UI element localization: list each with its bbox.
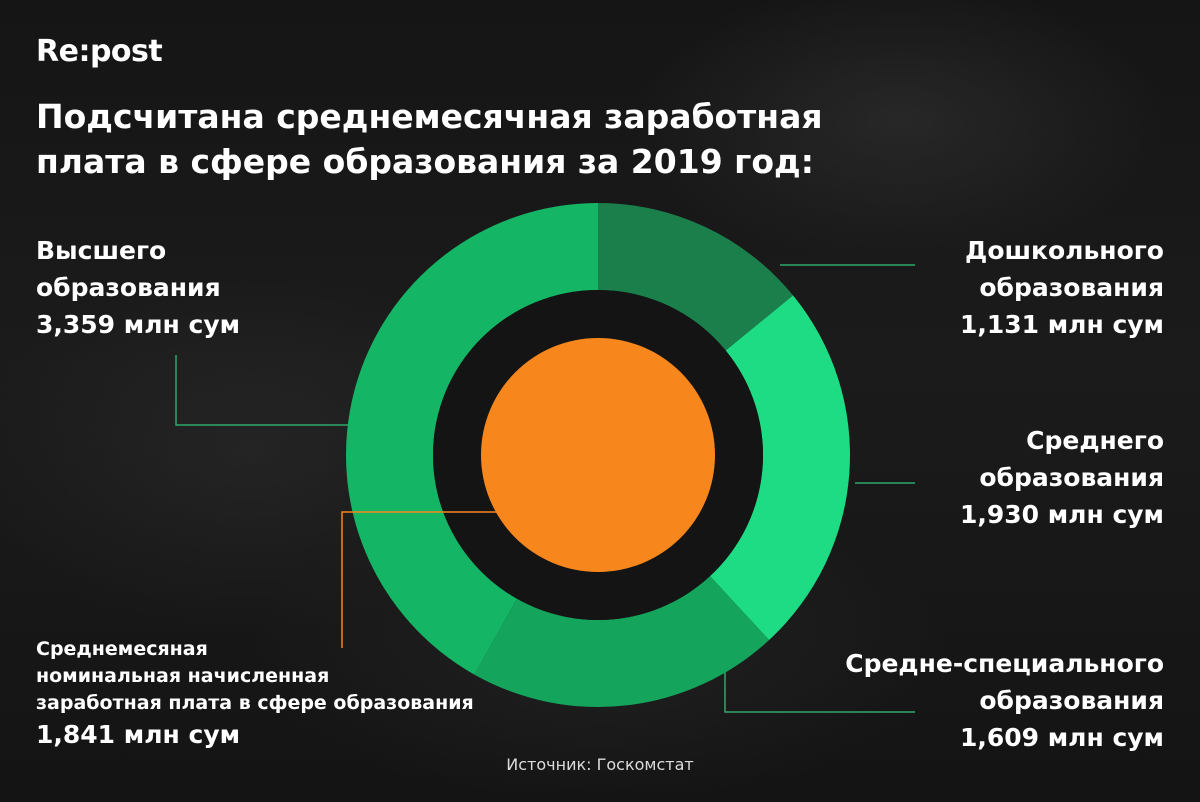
label-general-value: 1,930 млн сум [959, 500, 1164, 529]
leader-line-average [341, 511, 497, 648]
label-special-value: 1,609 млн сум [959, 723, 1164, 752]
label-special-education: Средне-специального образования 1,609 мл… [845, 645, 1164, 756]
page-title: Подсчитана среднемесячная заработная пла… [36, 94, 856, 184]
label-average-salary: Среднемесяная номинальная начисленная за… [36, 636, 474, 752]
brand-logo: Re:post [36, 34, 163, 69]
center-average-circle [481, 338, 715, 572]
label-higher-education: Высшего образования 3,359 млн сум [36, 232, 240, 343]
title-line-1: Подсчитана среднемесячная заработная [36, 97, 823, 136]
label-average-value: 1,841 млн сум [36, 720, 241, 749]
label-special-line-1: Средне-специального [845, 649, 1164, 678]
donut-slice-higher [345, 203, 598, 675]
label-special-line-2: образования [979, 686, 1164, 715]
label-general-education: Среднего образования 1,930 млн сум [960, 422, 1164, 533]
label-preschool-education: Дошкольного образования 1,131 млн сум [960, 232, 1164, 343]
label-general-line-2: образования [979, 463, 1164, 492]
donut-slice-special [474, 576, 770, 708]
label-average-line-2: номинальная начисленная [36, 665, 330, 687]
title-line-2: плата в сфере образования за 2019 год: [36, 142, 814, 181]
donut-slice-preschool [598, 203, 794, 351]
label-preschool-value: 1,131 млн сум [959, 310, 1164, 339]
source-note: Источник: Госкомстат [506, 755, 694, 774]
label-average-line-1: Среднемесяная [36, 638, 208, 660]
label-higher-line-1: Высшего [36, 236, 167, 265]
label-higher-value: 3,359 млн сум [36, 310, 241, 339]
label-general-line-1: Среднего [1026, 426, 1164, 455]
label-average-line-3: заработная плата в сфере образования [36, 692, 474, 714]
label-preschool-line-2: образования [979, 273, 1164, 302]
leader-line-higher [175, 355, 350, 426]
donut-slice-general [710, 295, 850, 641]
label-higher-line-2: образования [36, 273, 221, 302]
label-preschool-line-1: Дошкольного [965, 236, 1164, 265]
